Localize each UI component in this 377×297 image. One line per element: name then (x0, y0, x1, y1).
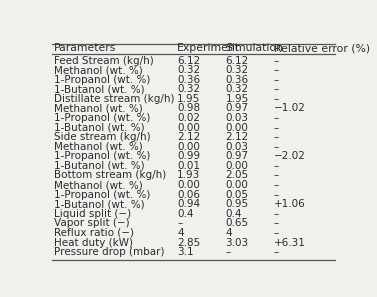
Text: Methanol (wt. %): Methanol (wt. %) (54, 65, 142, 75)
Text: +1.06: +1.06 (274, 199, 305, 209)
Text: 4: 4 (225, 228, 232, 238)
Text: Parameters: Parameters (54, 43, 116, 53)
Text: –: – (274, 218, 279, 228)
Text: −2.02: −2.02 (274, 151, 305, 161)
Text: 1.95: 1.95 (177, 94, 201, 104)
Text: 1.95: 1.95 (225, 94, 248, 104)
Text: 0.03: 0.03 (225, 142, 248, 152)
Text: –: – (274, 180, 279, 190)
Text: Relative error (%): Relative error (%) (274, 43, 370, 53)
Text: 6.12: 6.12 (225, 56, 248, 66)
Text: –: – (274, 123, 279, 133)
Text: 1.93: 1.93 (177, 170, 201, 181)
Text: 0.4: 0.4 (225, 209, 242, 219)
Text: –: – (177, 218, 182, 228)
Text: Reflux ratio (−): Reflux ratio (−) (54, 228, 133, 238)
Text: Methanol (wt. %): Methanol (wt. %) (54, 180, 142, 190)
Text: 2.05: 2.05 (225, 170, 248, 181)
Text: –: – (274, 94, 279, 104)
Text: –: – (274, 75, 279, 85)
Text: Pressure drop (mbar): Pressure drop (mbar) (54, 247, 164, 257)
Text: Vapor split (−): Vapor split (−) (54, 218, 129, 228)
Text: –: – (274, 228, 279, 238)
Text: Distillate stream (kg/h): Distillate stream (kg/h) (54, 94, 174, 104)
Text: 3.1: 3.1 (177, 247, 194, 257)
Text: 1-Propanol (wt. %): 1-Propanol (wt. %) (54, 75, 150, 85)
Text: Bottom stream (kg/h): Bottom stream (kg/h) (54, 170, 166, 181)
Text: Experiment: Experiment (177, 43, 240, 53)
Text: 1-Butanol (wt. %): 1-Butanol (wt. %) (54, 123, 144, 133)
Text: 2.12: 2.12 (177, 132, 201, 142)
Text: 0.97: 0.97 (225, 103, 248, 113)
Text: 1-Butanol (wt. %): 1-Butanol (wt. %) (54, 84, 144, 94)
Text: 1-Propanol (wt. %): 1-Propanol (wt. %) (54, 151, 150, 161)
Text: –: – (274, 113, 279, 123)
Text: 0.4: 0.4 (177, 209, 194, 219)
Text: Heat duty (kW): Heat duty (kW) (54, 238, 133, 247)
Text: –: – (274, 142, 279, 152)
Text: 0.36: 0.36 (177, 75, 200, 85)
Text: 1-Butanol (wt. %): 1-Butanol (wt. %) (54, 199, 144, 209)
Text: 6.12: 6.12 (177, 56, 201, 66)
Text: –: – (274, 170, 279, 181)
Text: Methanol (wt. %): Methanol (wt. %) (54, 142, 142, 152)
Text: 0.32: 0.32 (225, 84, 248, 94)
Text: 0.00: 0.00 (177, 180, 200, 190)
Text: 0.05: 0.05 (225, 190, 248, 200)
Text: 0.32: 0.32 (225, 65, 248, 75)
Text: 0.00: 0.00 (225, 180, 248, 190)
Text: 0.36: 0.36 (225, 75, 248, 85)
Text: Side stream (kg/h): Side stream (kg/h) (54, 132, 150, 142)
Text: 2.12: 2.12 (225, 132, 248, 142)
Text: 0.00: 0.00 (225, 123, 248, 133)
Text: 0.65: 0.65 (225, 218, 248, 228)
Text: –: – (274, 209, 279, 219)
Text: 0.00: 0.00 (177, 142, 200, 152)
Text: 0.03: 0.03 (225, 113, 248, 123)
Text: 2.85: 2.85 (177, 238, 201, 247)
Text: 0.00: 0.00 (225, 161, 248, 171)
Text: 0.94: 0.94 (177, 199, 200, 209)
Text: 0.99: 0.99 (177, 151, 200, 161)
Text: 0.02: 0.02 (177, 113, 200, 123)
Text: –: – (274, 190, 279, 200)
Text: Feed Stream (kg/h): Feed Stream (kg/h) (54, 56, 153, 66)
Text: 0.00: 0.00 (177, 123, 200, 133)
Text: 1-Propanol (wt. %): 1-Propanol (wt. %) (54, 190, 150, 200)
Text: 0.32: 0.32 (177, 84, 200, 94)
Text: 0.95: 0.95 (225, 199, 248, 209)
Text: –: – (225, 247, 231, 257)
Text: 0.97: 0.97 (225, 151, 248, 161)
Text: −1.02: −1.02 (274, 103, 305, 113)
Text: 3.03: 3.03 (225, 238, 248, 247)
Text: 0.01: 0.01 (177, 161, 200, 171)
Text: 4: 4 (177, 228, 184, 238)
Text: Simulation: Simulation (225, 43, 284, 53)
Text: 0.98: 0.98 (177, 103, 200, 113)
Text: 0.06: 0.06 (177, 190, 200, 200)
Text: –: – (274, 132, 279, 142)
Text: –: – (274, 65, 279, 75)
Text: –: – (274, 56, 279, 66)
Text: 0.32: 0.32 (177, 65, 200, 75)
Text: –: – (274, 161, 279, 171)
Text: 1-Propanol (wt. %): 1-Propanol (wt. %) (54, 113, 150, 123)
Text: 1-Butanol (wt. %): 1-Butanol (wt. %) (54, 161, 144, 171)
Text: Methanol (wt. %): Methanol (wt. %) (54, 103, 142, 113)
Text: –: – (274, 247, 279, 257)
Text: –: – (274, 84, 279, 94)
Text: Liquid split (−): Liquid split (−) (54, 209, 131, 219)
Text: +6.31: +6.31 (274, 238, 305, 247)
